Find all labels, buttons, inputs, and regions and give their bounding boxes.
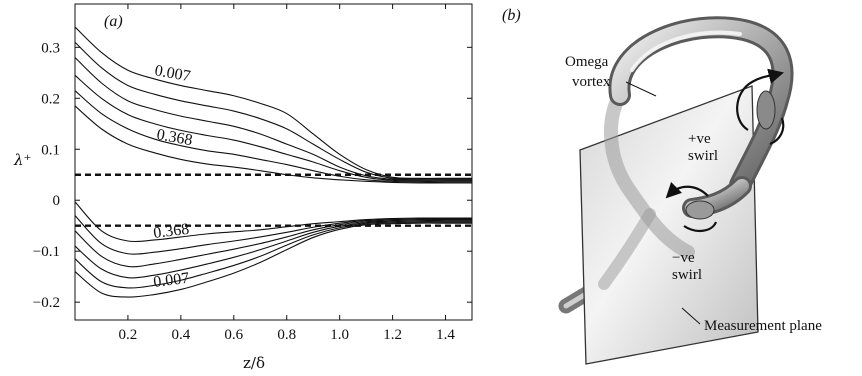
threshold-lines — [75, 173, 472, 227]
negative-swirl-label: swirl — [672, 267, 702, 283]
vortex-label: vortex — [572, 74, 611, 90]
vortex-ghost-lower — [598, 208, 656, 290]
panel-b-diagram: (b) Omega vortex +ve swirl −ve s — [502, 7, 822, 365]
x-tick-label: 1.2 — [383, 327, 402, 343]
measurement-plane — [579, 85, 759, 365]
panel-a-chart: 0.2 0.4 0.6 0.8 1.0 1.2 1.4−0.2−0.100.10.20.3 … — [13, 3, 473, 372]
panel-b-label: (b) — [502, 7, 521, 24]
curve-label: 0.368 — [152, 221, 190, 242]
positive-swirl-arrow-tail — [769, 117, 785, 146]
plot-frame — [74, 3, 473, 321]
positive-swirl-section — [756, 90, 776, 130]
series-line — [74, 90, 472, 183]
panel-a-label: (a) — [104, 13, 123, 30]
series-line — [74, 74, 472, 182]
omega-label: Omega — [565, 54, 609, 70]
omega-vortex-head-highlight — [630, 30, 742, 72]
series-line — [74, 222, 472, 298]
x-tick-label: 0.8 — [277, 327, 296, 343]
vortex-ghost — [604, 88, 695, 259]
positive-swirl-label: swirl — [688, 148, 718, 164]
y-tick-label: 0.3 — [41, 40, 60, 56]
plane-leader-line — [681, 307, 701, 325]
series-line — [74, 41, 472, 180]
x-axis-label: z/δ — [243, 354, 265, 372]
y-axis-label: λ⁺ — [13, 151, 31, 169]
curve-label: 0.007 — [152, 270, 190, 291]
series-line — [74, 220, 472, 279]
y-tick-label: −0.2 — [33, 295, 60, 311]
y-tick-label: 0.2 — [41, 91, 60, 107]
series-line — [74, 57, 472, 181]
series-line — [74, 201, 472, 243]
series-line — [74, 26, 472, 179]
positive-swirl-arrow — [736, 68, 784, 131]
x-tick-label: 1.0 — [330, 327, 349, 343]
series-layer — [74, 26, 472, 298]
negative-swirl-arrow — [665, 182, 709, 199]
negative-swirl-arrow-tail — [683, 221, 718, 232]
series-line — [74, 105, 472, 184]
omega-vortex-head-shade — [611, 19, 791, 193]
x-tick-label: 0.6 — [224, 327, 243, 343]
tick-layer: 0.2 0.4 0.6 0.8 1.0 1.2 1.4 −0.2 −0.1 0 0.1 0.2 0.3 — [33, 4, 472, 343]
y-tick-label: 0.1 — [41, 142, 60, 158]
x-tick-label: 0.4 — [171, 327, 190, 343]
measurement-plane-label: Measurement plane — [704, 318, 822, 334]
y-tick-label: −0.1 — [33, 244, 60, 260]
y-tick-label: 0 — [53, 193, 61, 209]
series-line — [74, 219, 472, 268]
negative-swirl-sign: −ve — [672, 250, 695, 266]
series-line — [74, 221, 472, 289]
curve-label: 0.007 — [153, 62, 191, 85]
x-tick-label: 0.2 — [119, 327, 138, 343]
positive-swirl-sign: +ve — [688, 131, 711, 147]
series-line — [74, 215, 472, 255]
omega-leader-line — [625, 81, 657, 97]
curve-label: 0.368 — [155, 126, 193, 149]
x-tick-label: 1.4 — [436, 327, 455, 343]
negative-swirl-section — [685, 200, 715, 220]
